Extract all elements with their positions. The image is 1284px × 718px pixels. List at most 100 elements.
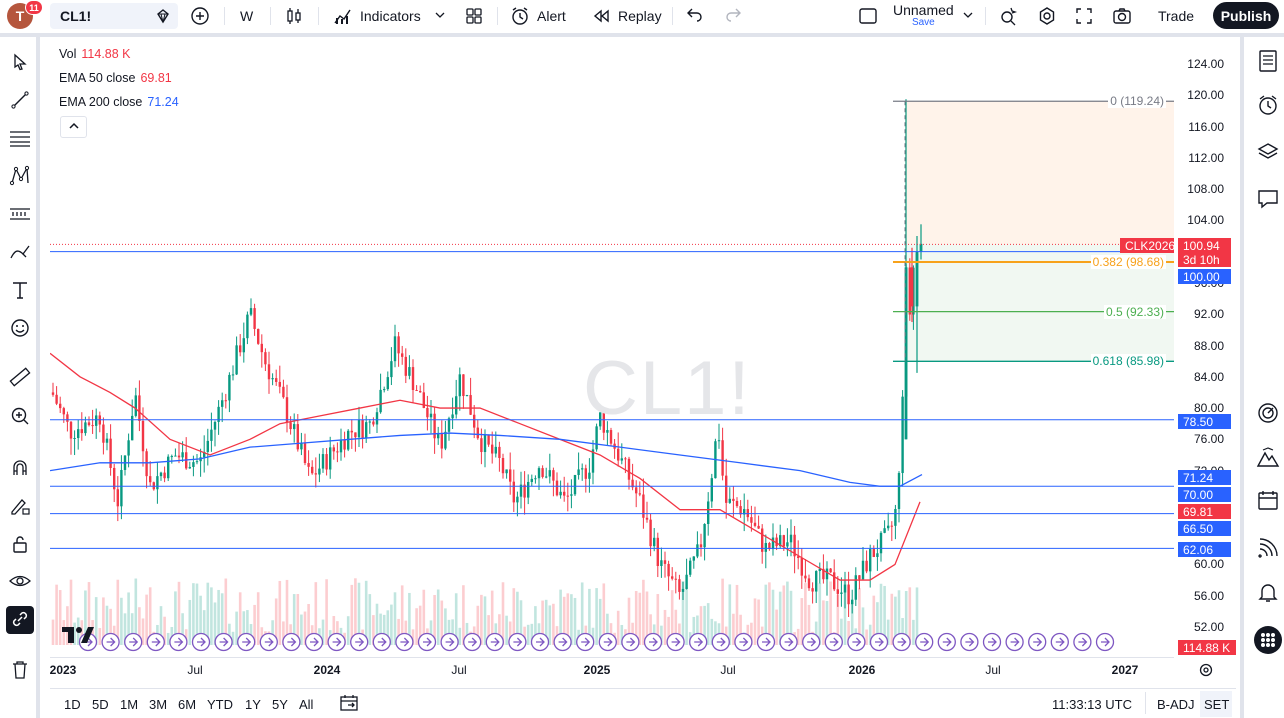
measure-tool[interactable] bbox=[6, 364, 34, 392]
snapshot-button[interactable] bbox=[1111, 4, 1133, 28]
candle-body bbox=[904, 267, 908, 440]
notifications-button[interactable] bbox=[1254, 579, 1282, 607]
symbol-search[interactable]: CL1! bbox=[50, 3, 178, 29]
redo-icon bbox=[722, 5, 744, 27]
zoom-tool[interactable] bbox=[6, 403, 34, 431]
layouts-button[interactable] bbox=[463, 4, 485, 28]
tradingview-logo[interactable] bbox=[62, 627, 94, 646]
trade-button[interactable]: Trade bbox=[1157, 8, 1195, 24]
volume-bar bbox=[397, 618, 400, 645]
volume-bar bbox=[692, 616, 696, 645]
volume-bar bbox=[141, 618, 145, 645]
price-axis[interactable]: 124.00120.00116.00112.00108.00104.0096.0… bbox=[1120, 45, 1236, 657]
volume-bar bbox=[775, 609, 778, 645]
time-axis[interactable]: 2023 Jul 2024 Jul 2025 Jul 2026 Jul 2027 bbox=[50, 657, 1174, 683]
trendline-tool[interactable] bbox=[6, 87, 34, 115]
alert-button[interactable]: Alert bbox=[509, 4, 566, 28]
delete-tool[interactable] bbox=[6, 657, 34, 685]
time-tick: Jul bbox=[451, 663, 467, 677]
range-button-all[interactable]: All bbox=[299, 697, 314, 712]
range-button-1d[interactable]: 1D bbox=[64, 697, 81, 712]
range-button-3m[interactable]: 3M bbox=[149, 697, 168, 712]
candle-body bbox=[336, 451, 339, 453]
adjustment-button[interactable]: B-ADJ bbox=[1157, 697, 1195, 712]
replay-button[interactable]: Replay bbox=[590, 4, 662, 28]
sync-drawings-tool[interactable] bbox=[6, 606, 34, 634]
candle-body bbox=[509, 469, 512, 482]
legend-collapse-button[interactable] bbox=[60, 116, 87, 138]
layout-toggle[interactable] bbox=[857, 4, 879, 28]
volume-bar bbox=[800, 598, 804, 645]
legend-ema50[interactable]: EMA 50 close 69.81 bbox=[59, 71, 172, 85]
range-button-1m[interactable]: 1M bbox=[120, 697, 139, 712]
clock-time[interactable]: 11:33:13 UTC bbox=[1052, 697, 1132, 712]
brush-tool[interactable] bbox=[6, 239, 34, 267]
news-button[interactable] bbox=[1254, 535, 1282, 563]
fib-tool[interactable] bbox=[6, 125, 34, 153]
volume-bar bbox=[433, 595, 436, 645]
volume-bar bbox=[127, 592, 130, 645]
arrow-right-icon bbox=[219, 637, 229, 647]
watchlist-button[interactable] bbox=[1254, 48, 1282, 76]
drawing-mode-tool[interactable] bbox=[6, 493, 34, 521]
range-button-5d[interactable]: 5D bbox=[92, 697, 109, 712]
volume-bar bbox=[408, 592, 411, 645]
axis-settings-button[interactable] bbox=[1198, 662, 1214, 681]
calendar-button[interactable] bbox=[1254, 487, 1282, 515]
candle-body bbox=[267, 364, 271, 380]
redo-button[interactable] bbox=[722, 4, 744, 28]
compare-button[interactable] bbox=[189, 4, 211, 28]
range-button-5y[interactable]: 5Y bbox=[272, 697, 288, 712]
object-tree-button[interactable] bbox=[1254, 139, 1282, 167]
chats-button[interactable] bbox=[1254, 186, 1282, 214]
fullscreen-button[interactable] bbox=[1073, 4, 1095, 28]
visibility-tool[interactable] bbox=[6, 568, 34, 596]
volume-bar bbox=[602, 583, 606, 645]
volume-bar bbox=[530, 623, 534, 645]
volume-bar bbox=[246, 610, 249, 645]
chart-pane[interactable]: CL1! bbox=[50, 45, 1174, 657]
price-tick: 92.00 bbox=[1193, 307, 1224, 322]
chevron-down-icon bbox=[434, 8, 446, 24]
range-button-1y[interactable]: 1Y bbox=[245, 697, 261, 712]
alerts-button[interactable] bbox=[1254, 92, 1282, 120]
calendar-icon bbox=[1257, 489, 1279, 514]
arrow-right-icon bbox=[377, 637, 387, 647]
chart-canvas[interactable] bbox=[50, 45, 1174, 657]
legend-ema200[interactable]: EMA 200 close 71.24 bbox=[59, 95, 179, 109]
layout-name-button[interactable]: Unnamed Save bbox=[893, 3, 954, 29]
candle-body bbox=[851, 599, 854, 605]
goto-date-button[interactable] bbox=[340, 694, 360, 715]
lock-tool[interactable] bbox=[6, 531, 34, 559]
interval-button[interactable]: W bbox=[240, 4, 253, 28]
range-button-ytd[interactable]: YTD bbox=[207, 697, 233, 712]
pattern-tool[interactable] bbox=[6, 163, 34, 191]
range-button-6m[interactable]: 6M bbox=[178, 697, 197, 712]
camera-icon bbox=[1111, 5, 1133, 27]
settings-button[interactable] bbox=[1036, 4, 1058, 28]
indicators-dropdown[interactable] bbox=[434, 4, 446, 28]
candle-body bbox=[451, 414, 454, 419]
candle-body bbox=[645, 517, 649, 520]
chart-type-button[interactable] bbox=[283, 4, 305, 28]
legend-volume[interactable]: Vol 114.88 K bbox=[59, 47, 131, 61]
magnet-tool[interactable] bbox=[6, 455, 34, 483]
technicals-button[interactable] bbox=[1254, 400, 1282, 428]
arrow-right-icon bbox=[920, 637, 930, 647]
quick-search-button[interactable] bbox=[997, 4, 1019, 28]
ruler-lines-icon bbox=[9, 204, 31, 227]
layout-dropdown[interactable] bbox=[962, 4, 974, 28]
cursor-tool[interactable] bbox=[6, 49, 34, 77]
diamond-icon[interactable] bbox=[154, 7, 172, 25]
undo-button[interactable] bbox=[684, 4, 706, 28]
apps-button[interactable] bbox=[1254, 625, 1282, 655]
ideas-button[interactable] bbox=[1254, 445, 1282, 473]
publish-button[interactable]: Publish bbox=[1213, 2, 1279, 29]
emoji-tool[interactable] bbox=[6, 315, 34, 343]
text-tool[interactable] bbox=[6, 277, 34, 305]
candle-body bbox=[329, 447, 332, 470]
session-button[interactable] bbox=[1200, 691, 1232, 717]
forecast-tool[interactable] bbox=[6, 201, 34, 229]
indicators-button[interactable]: Indicators bbox=[332, 4, 421, 28]
volume-bar bbox=[120, 597, 123, 645]
